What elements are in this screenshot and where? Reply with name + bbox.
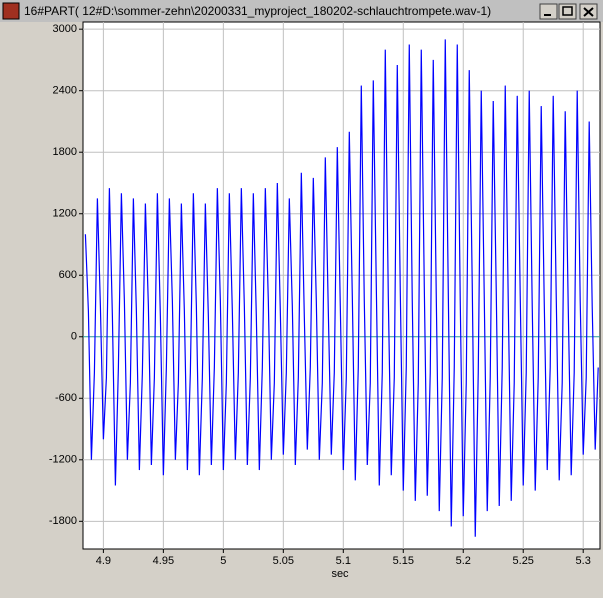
y-tick-label: 0 [71, 331, 77, 343]
x-tick-label: 4.95 [153, 555, 174, 567]
y-tick-label: -600 [55, 392, 77, 404]
maximize-glyph [562, 6, 573, 16]
y-tick-label: -1200 [49, 454, 77, 466]
x-tick-label: 5.3 [576, 555, 591, 567]
x-tick-label: 5.1 [336, 555, 351, 567]
x-tick-label: 5.2 [456, 555, 471, 567]
y-tick-label: 3000 [53, 23, 77, 35]
close-glyph [583, 7, 594, 17]
window-buttons [539, 3, 598, 20]
x-tick-label: 4.9 [96, 555, 111, 567]
y-tick-label: 1800 [53, 146, 77, 158]
window-title: 16#PART( 12#D:\sommer-zehn\20200331_mypr… [24, 4, 491, 18]
x-tick-label: 5.05 [273, 555, 294, 567]
y-tick-label: 2400 [53, 85, 77, 97]
minimize-button[interactable] [539, 3, 558, 20]
x-tick-label: 5.15 [393, 555, 414, 567]
waveform-line [84, 39, 599, 537]
window-icon[interactable] [2, 2, 20, 20]
title-bar [0, 0, 603, 22]
plot-area [82, 21, 601, 550]
x-tick-label: 5 [220, 555, 226, 567]
y-tick-label: 1200 [53, 208, 77, 220]
y-tick-label: 600 [59, 269, 77, 281]
y-tick-label: -1800 [49, 515, 77, 527]
x-axis-label: sec [331, 568, 349, 580]
x-tick-label: 5.25 [513, 555, 534, 567]
plot-marks [84, 39, 599, 537]
